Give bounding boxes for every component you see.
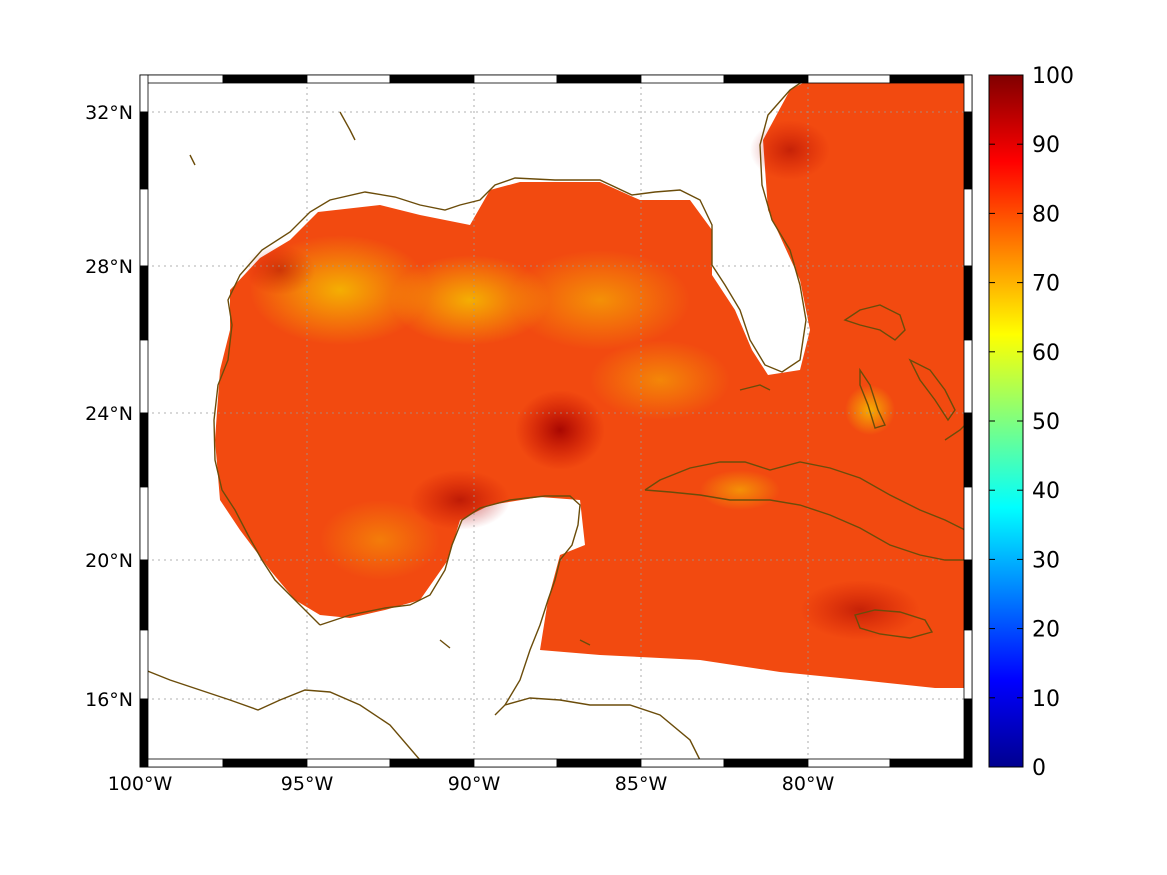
coastline-islands [189, 111, 771, 649]
lon-tick-label: 90°W [448, 773, 501, 795]
frame-segment-left [139, 188, 149, 267]
frame-segment-right [963, 412, 973, 488]
warm-patch [390, 255, 550, 345]
frame-segment-left [139, 339, 149, 414]
lon-tick-label: 100°W [108, 773, 173, 795]
coastline-cuba [644, 461, 966, 561]
lon-tick-label: 85°W [615, 773, 668, 795]
frame-segment-left [139, 629, 149, 700]
colorbar-tick-label: 60 [1032, 341, 1060, 366]
frame-segment-top [222, 74, 308, 84]
frame-segment-top [640, 74, 725, 84]
frame-segment-left [139, 486, 149, 561]
hot-patch [410, 470, 510, 530]
frame-segment-left [139, 698, 149, 768]
frame-segment-right [963, 339, 973, 414]
colorbar-tick-label: 90 [1032, 133, 1060, 158]
lat-tick-label: 16°N [85, 689, 133, 711]
frame-segment-bottom [640, 758, 725, 768]
frame-segment-right [963, 111, 973, 190]
frame-segment-top [889, 74, 973, 84]
frame-segment-right [963, 698, 973, 768]
coastlines [140, 75, 966, 767]
gridlines [140, 75, 972, 767]
colorbar-tick-label: 100 [1032, 64, 1074, 89]
frame-segment-top [306, 74, 391, 84]
hot-patch [800, 580, 920, 640]
warm-patch [510, 250, 690, 350]
coastline-jamaica [854, 609, 934, 639]
frame-segment-right [963, 74, 973, 113]
colorbar-tick-label: 0 [1032, 756, 1046, 781]
frame-segment-right [963, 265, 973, 341]
coastline-hispaniola [944, 424, 966, 441]
latitude-labels: 32°N 28°N 24°N 20°N 16°N [85, 102, 133, 711]
coastline-mexico-us [213, 75, 813, 626]
colorbar-tick-label: 20 [1032, 618, 1060, 643]
map-frame [139, 74, 973, 768]
hot-patch [245, 245, 315, 295]
warm-patch [700, 470, 780, 510]
frame-segment-bottom [139, 758, 224, 768]
lon-tick-label: 80°W [782, 773, 835, 795]
frame-segment-bottom [473, 758, 558, 768]
frame-segment-bottom [222, 758, 308, 768]
frame-segment-top [723, 74, 809, 84]
lat-tick-label: 24°N [85, 403, 133, 425]
colorbar-tick-label: 80 [1032, 202, 1060, 227]
frame-segment-left [139, 412, 149, 488]
colorbar-tick-label: 70 [1032, 272, 1060, 297]
frame-segment-right [963, 559, 973, 631]
frame-segment-bottom [723, 758, 809, 768]
frame-segment-bottom [306, 758, 391, 768]
frame-segment-top [807, 74, 891, 84]
lon-tick-label: 95°W [281, 773, 334, 795]
lat-tick-label: 28°N [85, 256, 133, 278]
frame-segment-bottom [389, 758, 475, 768]
frame-segment-top [139, 74, 224, 84]
frame-segment-right [963, 629, 973, 700]
frame-segment-left [139, 265, 149, 341]
frame-segment-bottom [556, 758, 642, 768]
coastline-central-america [140, 667, 428, 767]
frame-segment-left [139, 559, 149, 631]
colorbar-tick-label: 10 [1032, 687, 1060, 712]
frame-segment-top [473, 74, 558, 84]
lat-tick-label: 32°N [85, 102, 133, 124]
frame-segment-left [139, 111, 149, 190]
frame-segment-top [556, 74, 642, 84]
colorbar-tick-label: 30 [1032, 548, 1060, 573]
hot-patch [750, 120, 830, 180]
frame-segment-left [139, 74, 149, 113]
lat-tick-label: 20°N [85, 550, 133, 572]
coastline-honduras [504, 697, 701, 761]
data-field [215, 78, 965, 688]
hot-patch [515, 390, 605, 470]
longitude-labels: 100°W 95°W 90°W 85°W 80°W [108, 773, 835, 795]
frame-segment-right [963, 486, 973, 561]
frame-segment-top [389, 74, 475, 84]
frame-segment-bottom [807, 758, 891, 768]
colorbar-tick-label: 40 [1032, 479, 1060, 504]
frame-segment-right [963, 188, 973, 267]
coastline-bahamas [843, 304, 956, 429]
colorbar-tick-label: 50 [1032, 410, 1060, 435]
frame-segment-bottom [889, 758, 973, 768]
warm-patch [590, 340, 730, 420]
coastline-yucatan [319, 495, 581, 716]
